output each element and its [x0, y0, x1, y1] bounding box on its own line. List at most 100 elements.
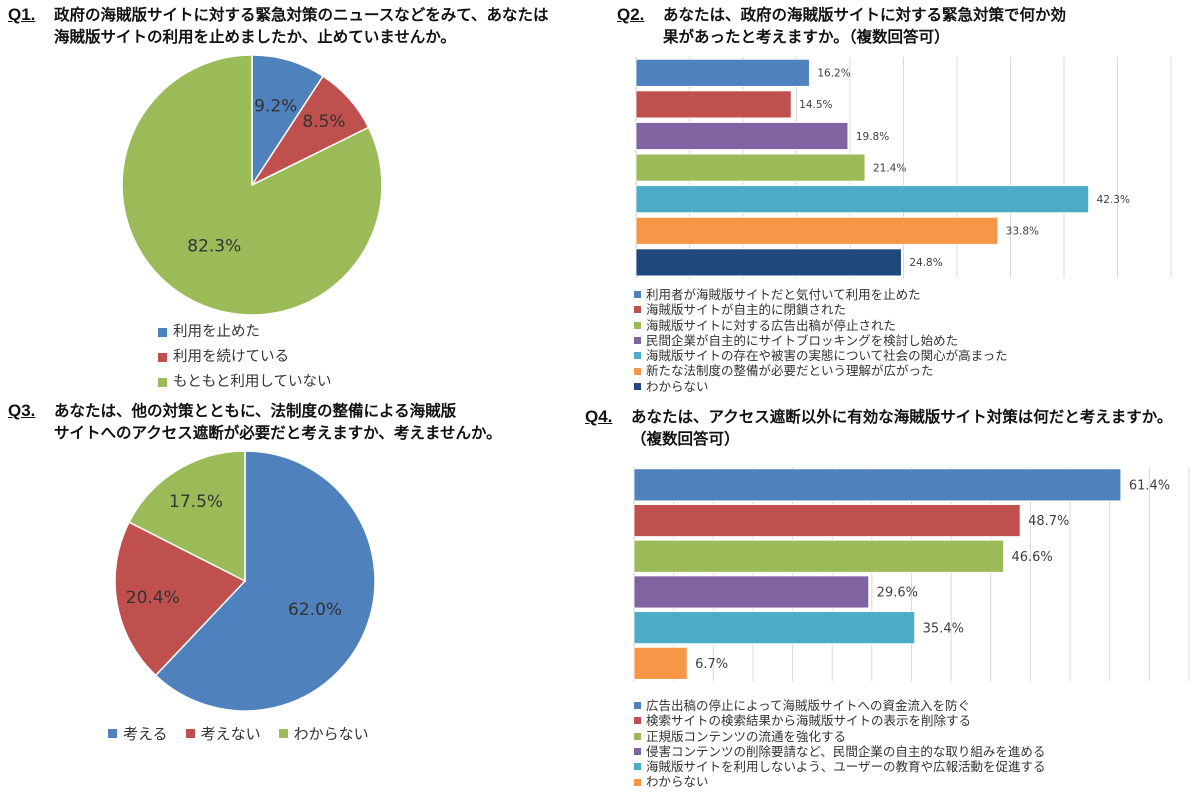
q2-legend-item-4: 海賊版サイトの存在や被害の実態について社会の関心が高まった — [634, 348, 1008, 363]
q1-legend: 利用を止めた 利用を続けている もともと利用していない — [158, 320, 331, 395]
q1-legend-label-1: 利用を続けている — [173, 349, 289, 365]
q3-slice-1 — [114, 521, 247, 677]
q2-bar-label-2: 19.8% — [856, 131, 889, 143]
q3-legend-swatch-0 — [108, 729, 117, 738]
q4-bar-label-3: 29.6% — [877, 586, 918, 601]
q2-legend-swatch-6 — [634, 382, 641, 390]
q2-legend-label-2: 海賊版サイトに対する広告出稿が停止された — [646, 317, 897, 333]
q3-legend-label-1: 考えない — [200, 725, 261, 743]
q4-legend-label-1: 検索サイトの検索結果から海賊版サイトの表示を削除する — [646, 713, 972, 729]
q1-legend-swatch-2 — [158, 378, 167, 387]
q3-legend-label-0: 考える — [123, 725, 168, 743]
q3-legend-item-0: 考える — [108, 723, 168, 744]
q2-bar-label-5: 33.8% — [1006, 226, 1039, 238]
q4-legend-swatch-1 — [634, 717, 641, 725]
q2-bar-6 — [635, 248, 902, 277]
q4-number: Q4. — [585, 407, 613, 426]
q4-legend-item-0: 広告出稿の停止によって海賊版サイトへの資金流入を防ぐ — [634, 698, 1046, 713]
q3-legend-item-2: わからない — [278, 723, 369, 744]
q3-slice-label-2: 17.5% — [169, 492, 223, 512]
q4-legend-label-0: 広告出稿の停止によって海賊版サイトへの資金流入を防ぐ — [646, 698, 971, 713]
q2-legend-label-4: 海賊版サイトの存在や被害の実態について社会の関心が高まった — [646, 348, 1008, 364]
q4-legend-label-3: 侵害コンテンツの削除要請など、民間企業の自主的な取り組みを進める — [646, 743, 1046, 759]
q2-legend-label-1: 海賊版サイトが自主的に閉鎖された — [646, 302, 847, 318]
q3-slice-0 — [154, 450, 376, 712]
q4-title-line-1: あなたは、アクセス遮断以外に有効な海賊版サイト対策は何だと考えますか。 — [631, 408, 1173, 426]
q2-legend-item-6: わからない — [634, 379, 1008, 394]
q1-legend-item-0: 利用を止めた — [158, 320, 331, 345]
q3-title-line-1: あなたは、他の対策とともに、法制度の整備による海賊版 — [54, 402, 457, 420]
q2-bar-5 — [635, 216, 999, 245]
q2-legend-item-1: 海賊版サイトが自主的に閉鎖された — [634, 302, 1008, 317]
q2-legend-item-2: 海賊版サイトに対する広告出稿が停止された — [634, 318, 1008, 333]
q2-title: Q2. あなたは、政府の海賊版サイトに対する緊急対策で何か効 果があったと考えま… — [617, 4, 1177, 52]
q3-legend-label-2: わからない — [293, 725, 369, 743]
q2-legend-label-0: 利用者が海賊版サイトだと気付いて利用を止めた — [646, 287, 921, 302]
q1-number: Q1. — [8, 5, 36, 24]
q1-title-line-1: 政府の海賊版サイトに対する緊急対策のニュースなどをみて、あなたは — [54, 6, 549, 24]
q2-legend-swatch-3 — [634, 337, 641, 345]
q4-bar-label-2: 46.6% — [1011, 550, 1052, 565]
q1-title-line-2: 海賊版サイトの利用を止めましたか、止めていませんか。 — [54, 28, 456, 46]
q2-bar-label-4: 42.3% — [1097, 194, 1130, 206]
q2-legend: 利用者が海賊版サイトだと気付いて利用を止めた 海賊版サイトが自主的に閉鎖された … — [634, 287, 1008, 394]
q1-slice-2 — [121, 54, 383, 316]
q2-legend-item-5: 新たな法制度の整備が必要だという理解が広がった — [634, 363, 1008, 378]
q2-bar-0 — [635, 58, 810, 87]
q3-legend-item-1: 考えない — [185, 723, 261, 744]
q2-bar-2 — [635, 122, 849, 150]
q4-bar-4 — [633, 611, 916, 645]
q3-legend-swatch-2 — [278, 729, 288, 738]
q4-bar-1 — [633, 504, 1021, 537]
q1-legend-swatch-0 — [158, 328, 167, 337]
q2-legend-label-3: 民間企業が自主的にサイトブロッキングを検討し始めた — [646, 332, 959, 348]
q1-legend-item-1: 利用を続けている — [158, 345, 331, 370]
q1-legend-label-2: もともと利用していない — [173, 374, 332, 390]
q2-legend-item-0: 利用者が海賊版サイトだと気付いて利用を止めた — [634, 287, 1008, 302]
q4-bar-label-4: 35.4% — [923, 621, 964, 636]
q3-slice-label-1: 20.4% — [126, 588, 180, 608]
q2-bar-label-6: 24.8% — [909, 257, 942, 269]
q4-bar-5 — [633, 646, 688, 680]
q4-legend-label-2: 正規版コンテンツの流通を強化する — [646, 728, 847, 744]
q2-legend-item-3: 民間企業が自主的にサイトブロッキングを検討し始めた — [634, 333, 1008, 348]
q2-legend-swatch-1 — [634, 306, 641, 314]
q1-legend-swatch-1 — [158, 353, 167, 362]
q4-legend-label-5: わからない — [646, 774, 709, 790]
q2-legend-swatch-4 — [634, 352, 641, 360]
q4-legend-swatch-3 — [634, 748, 641, 756]
q2-legend-swatch-0 — [634, 291, 641, 299]
q4-title: Q4. あなたは、アクセス遮断以外に有効な海賊版サイト対策は何だと考えますか。 … — [585, 406, 1197, 454]
q1-legend-label-0: 利用を止めた — [173, 324, 260, 340]
q1-title: Q1. 政府の海賊版サイトに対する緊急対策のニュースなどをみて、あなたは 海賊版… — [8, 4, 568, 52]
q2-bar-label-3: 21.4% — [873, 162, 906, 174]
q2-legend-label-5: 新たな法制度の整備が必要だという理解が広がった — [646, 363, 934, 379]
q4-legend-swatch-2 — [634, 732, 641, 740]
q4-legend-label-4: 海賊版サイトを利用しないよう、ユーザーの教育や広報活動を促進する — [646, 759, 1046, 775]
q3-title-line-2: サイトへのアクセス遮断が必要だと考えますか、考えませんか。 — [54, 424, 502, 442]
q4-legend-item-4: 海賊版サイトを利用しないよう、ユーザーの教育や広報活動を促進する — [634, 759, 1046, 774]
q4-bar-chart: 61.4% 48.7% 46.6% 29.6% 35.4% 6.7% — [633, 467, 1190, 682]
q2-bar-chart: 16.2% 14.5% 19.8% 21.4% 42.3% 33.8% 24.8% — [635, 57, 1172, 279]
q4-title-line-2: （複数回答可） — [631, 430, 740, 448]
q4-bar-0 — [633, 468, 1122, 502]
q2-legend-label-6: わからない — [646, 378, 709, 394]
q4-legend-item-5: わからない — [634, 774, 1046, 789]
q3-title: Q3. あなたは、他の対策とともに、法制度の整備による海賊版 サイトへのアクセス… — [8, 400, 568, 448]
q2-bar-label-1: 14.5% — [799, 99, 832, 111]
q3-slice-2 — [128, 450, 246, 583]
q1-pie-chart: 9.2%8.5% 82.3% — [121, 54, 383, 316]
q4-legend-swatch-0 — [634, 702, 641, 710]
q2-title-line-1: あなたは、政府の海賊版サイトに対する緊急対策で何か効 — [663, 6, 1067, 24]
q2-bar-3 — [635, 153, 866, 182]
q3-number: Q3. — [8, 401, 36, 420]
q4-legend-item-1: 検索サイトの検索結果から海賊版サイトの表示を削除する — [634, 713, 1046, 728]
q2-bar-label-0: 16.2% — [817, 68, 850, 80]
q2-number: Q2. — [617, 5, 645, 24]
q4-legend-swatch-4 — [634, 763, 641, 771]
q2-bar-1 — [635, 90, 792, 119]
q4-legend-item-2: 正規版コンテンツの流通を強化する — [634, 729, 1046, 744]
q4-bar-3 — [633, 575, 870, 609]
q1-slice-label-0: 9.2% — [254, 96, 297, 116]
q3-slice-label-0: 62.0% — [288, 600, 342, 620]
